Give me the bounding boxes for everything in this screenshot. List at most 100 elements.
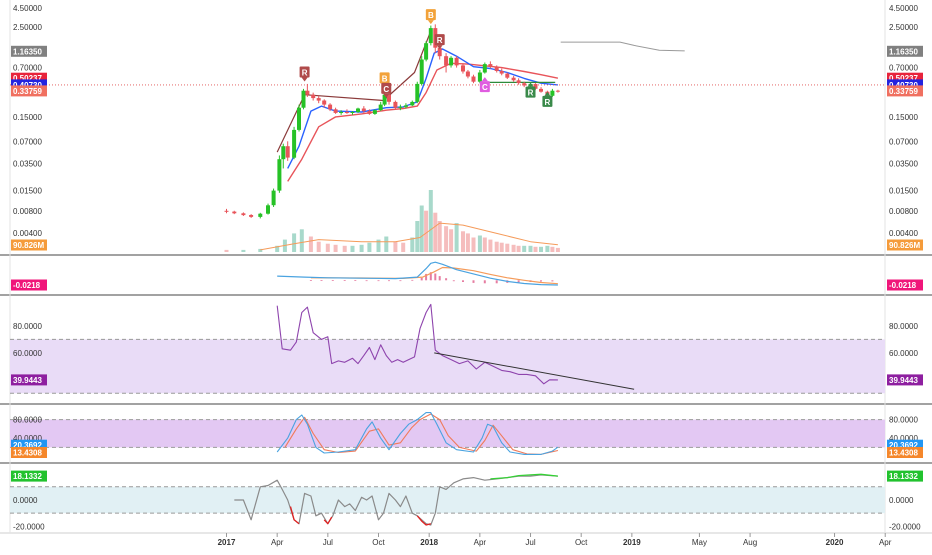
candle-body (328, 104, 333, 110)
ema-slow-line (287, 62, 559, 182)
price-tick-left: 0.00800 (13, 207, 42, 216)
ema-fast-line (287, 48, 558, 169)
macd-histogram-bar (420, 277, 423, 281)
candle-body (297, 107, 301, 130)
signal-marker-box (479, 81, 490, 93)
volume-bar (415, 221, 420, 252)
signal-marker: C (479, 77, 490, 93)
macd-histogram-bar (399, 280, 402, 282)
candle-body (454, 57, 459, 66)
signal-marker: B (425, 9, 436, 25)
signal-marker-arrow (527, 82, 534, 87)
macd-line (277, 261, 558, 286)
price-badge-right-label: 1.16350 (889, 47, 918, 56)
macd-histogram-bar (354, 280, 357, 281)
signal-marker-arrow (301, 77, 308, 82)
candle-body (361, 108, 366, 112)
price-badge-left (11, 85, 47, 97)
volume-bar (433, 212, 438, 252)
signal-marker-arrow (383, 93, 390, 98)
candle-body (533, 83, 538, 89)
stoch-d-badge-right (887, 447, 923, 458)
price-tick-left: 0.70000 (13, 64, 42, 73)
macd-histogram-bar (551, 280, 554, 282)
candle-body (419, 59, 424, 84)
volume-bar (359, 244, 364, 252)
volume-bar (477, 235, 482, 252)
price-tick-left: 0.15000 (13, 113, 42, 122)
stoch-d-badge-left (11, 447, 47, 458)
price-badge-left (11, 79, 47, 91)
candle-body (322, 100, 327, 105)
price-tick-left: 0.03500 (13, 160, 42, 169)
x-tick-label: Aug (743, 538, 757, 547)
price-tick-right: 0.07000 (889, 137, 918, 146)
volume-badge-left (11, 239, 47, 251)
volume-bar (325, 243, 330, 252)
volume-bar (505, 243, 510, 252)
volume-bar (471, 237, 476, 252)
volume-bar (224, 249, 229, 252)
rsi-badge-left (11, 374, 47, 386)
candle-body (477, 72, 482, 82)
volume-bar (419, 205, 424, 252)
macd-histogram-bar (377, 280, 380, 282)
stoch-k-line (276, 412, 559, 455)
candle-body (333, 109, 338, 113)
signal-marker: R (299, 66, 310, 82)
volume-bar (292, 233, 297, 252)
volume-bar (499, 242, 504, 252)
oscillator-down-segment (416, 515, 431, 526)
signal-marker-label: C (482, 83, 488, 92)
candle-body (505, 73, 510, 78)
macd-histogram-bar (483, 280, 486, 284)
volume-bar (367, 242, 372, 252)
price-badge-right (887, 85, 923, 97)
x-tick-label: 2020 (826, 538, 844, 547)
candle-body (387, 94, 391, 102)
volume-bar (461, 231, 465, 252)
volume-bar (539, 246, 543, 252)
signal-marker: C (381, 82, 392, 98)
x-tick-label: Apr (271, 538, 284, 547)
osc-tick-right: -20.0000 (889, 522, 921, 531)
rsi-tick-right: 60.0000 (889, 349, 918, 358)
macd-histogram-bar (517, 280, 520, 283)
signal-marker: R (434, 34, 445, 50)
volume-bar (454, 223, 459, 252)
price-tick-right: 4.50000 (889, 4, 918, 13)
volume-bar (241, 249, 246, 252)
osc-band (10, 486, 885, 514)
candle-body (356, 108, 360, 112)
candle-body (301, 90, 306, 108)
x-tick-label: 2018 (420, 538, 438, 547)
price-badge-left (11, 72, 47, 84)
macd-histogram-bar (365, 280, 368, 282)
volume-bar (299, 229, 304, 252)
signal-marker-box (381, 82, 392, 94)
volume-bar (545, 245, 550, 252)
candle-body (511, 77, 516, 81)
x-tick-label: Jul (323, 538, 333, 547)
stoch-k-badge-right-label: 20.3692 (889, 441, 918, 450)
x-tick-label: Jul (525, 538, 535, 547)
signal-marker-box (379, 72, 390, 84)
candle-body (494, 66, 499, 71)
candle-body (428, 28, 433, 44)
volume-bar (533, 246, 538, 252)
macd-histogram-bar (462, 280, 464, 282)
macd-badge-right (887, 279, 923, 291)
volume-bar (333, 244, 338, 252)
volume-bar (488, 239, 493, 252)
volume-bar (316, 241, 321, 252)
rsi-badge-right-label: 39.9443 (889, 376, 918, 385)
candle-body (449, 57, 454, 66)
price-badge-right (887, 45, 923, 57)
oscillator-down-segment (323, 516, 333, 525)
candle-body (311, 94, 316, 99)
candle-body (471, 76, 476, 82)
